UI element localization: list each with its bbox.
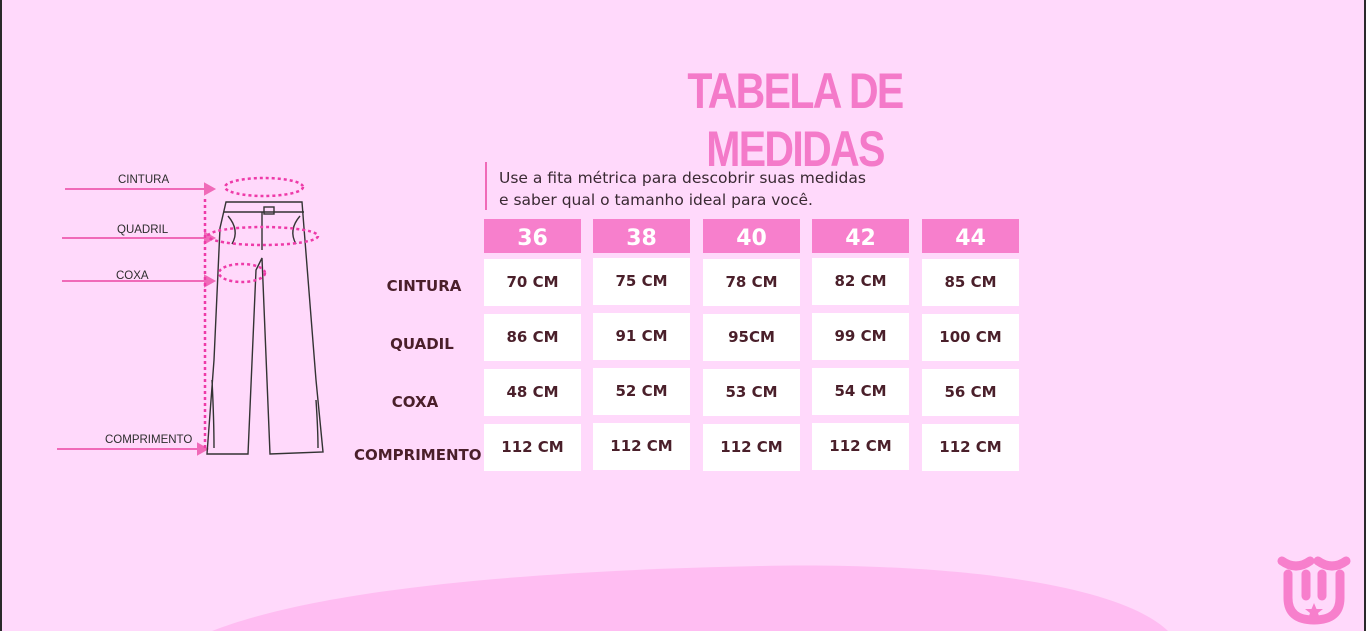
subtitle: Use a fita métrica para descobrir suas m… (499, 167, 866, 211)
diagram-label-quadril: QUADRIL (117, 224, 169, 236)
table-cell: 99 CM (812, 313, 909, 360)
table-cell: 82 CM (812, 258, 909, 305)
left-border (0, 0, 2, 631)
table-cell: 48 CM (484, 369, 581, 416)
table-cell: 70 CM (484, 259, 581, 306)
size-header-44: 44 (922, 219, 1019, 253)
table-cell: 52 CM (593, 368, 690, 415)
row-label-cintura: CINTURA (386, 277, 462, 295)
page-title: TABELA DE MEDIDAS (687, 63, 904, 177)
table-cell: 75 CM (593, 258, 690, 305)
table-cell: 86 CM (484, 314, 581, 361)
table-cell: 56 CM (922, 369, 1019, 416)
table-cell: 78 CM (703, 259, 800, 306)
table-cell: 112 CM (703, 424, 800, 471)
row-label-comprimento: COMPRIMENTO (354, 446, 482, 464)
subtitle-line-1: Use a fita métrica para descobrir suas m… (499, 169, 866, 187)
table-cell: 100 CM (922, 314, 1019, 361)
row-label-coxa: COXA (391, 393, 439, 411)
diagram-label-coxa: COXA (116, 270, 149, 282)
subtitle-line-2: e saber qual o tamanho ideal para você. (499, 191, 813, 209)
table-cell: 91 CM (593, 313, 690, 360)
table-cell: 112 CM (484, 424, 581, 471)
size-header-36: 36 (484, 219, 581, 253)
subtitle-accent-bar (485, 162, 487, 210)
right-border (1364, 0, 1366, 631)
table-cell: 95CM (703, 314, 800, 361)
size-header-42: 42 (812, 219, 909, 253)
flare-pants-icon (57, 176, 324, 456)
table-cell: 112 CM (812, 423, 909, 470)
diagram-label-comprimento: COMPRIMENTO (105, 434, 193, 446)
size-header-40: 40 (703, 219, 800, 253)
brand-logo-icon (1277, 556, 1351, 625)
diagram-label-cintura: CINTURA (118, 174, 170, 186)
table-cell: 54 CM (812, 368, 909, 415)
table-cell: 53 CM (703, 369, 800, 416)
table-cell: 85 CM (922, 259, 1019, 306)
table-cell: 112 CM (922, 424, 1019, 471)
row-label-quadil: QUADIL (390, 335, 454, 353)
size-header-38: 38 (593, 219, 690, 253)
table-cell: 112 CM (593, 423, 690, 470)
